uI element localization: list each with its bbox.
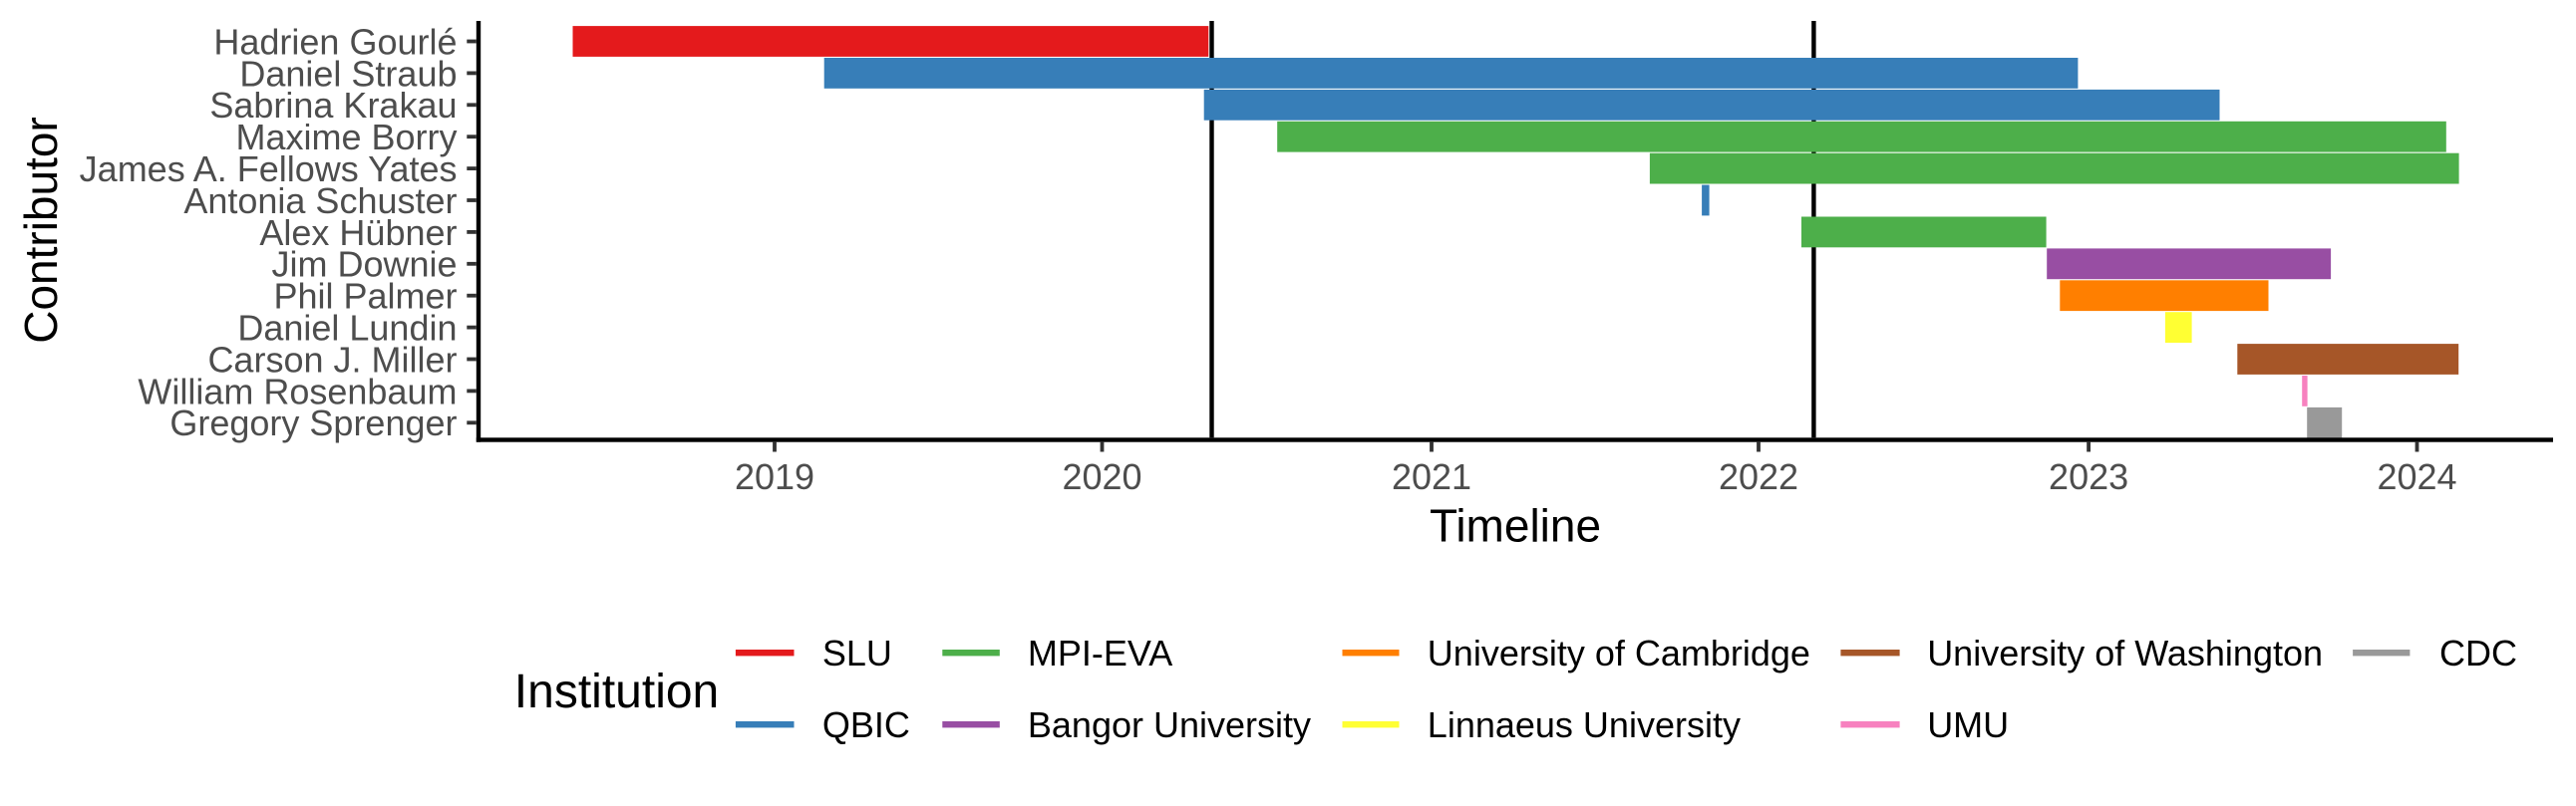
svg-text:Bangor University: Bangor University (1028, 704, 1311, 745)
svg-text:Timeline: Timeline (1430, 500, 1601, 552)
svg-text:2019: 2019 (735, 456, 814, 497)
svg-text:James A. Fellows Yates: James A. Fellows Yates (80, 148, 458, 189)
svg-text:CDC: CDC (2439, 633, 2517, 673)
svg-text:Maxime Borry: Maxime Borry (235, 117, 457, 157)
svg-text:Daniel Lundin: Daniel Lundin (237, 308, 457, 349)
svg-text:QBIC: QBIC (822, 704, 910, 745)
svg-text:2023: 2023 (2049, 456, 2128, 497)
svg-text:Institution: Institution (514, 666, 719, 718)
svg-text:University of Cambridge: University of Cambridge (1428, 633, 1810, 673)
svg-text:Contributor: Contributor (15, 117, 67, 344)
svg-text:2022: 2022 (1719, 456, 1798, 497)
svg-text:Daniel Straub: Daniel Straub (239, 53, 457, 94)
svg-text:Carson J. Miller: Carson J. Miller (207, 339, 457, 380)
svg-text:Antonia Schuster: Antonia Schuster (183, 180, 457, 221)
svg-text:Jim Downie: Jim Downie (271, 244, 457, 285)
svg-text:2021: 2021 (1392, 456, 1471, 497)
svg-text:Hadrien Gourlé: Hadrien Gourlé (213, 21, 457, 62)
svg-text:Gregory Sprenger: Gregory Sprenger (169, 403, 457, 443)
svg-text:2024: 2024 (2377, 456, 2456, 497)
svg-text:Alex Hübner: Alex Hübner (259, 212, 457, 253)
svg-text:SLU: SLU (822, 633, 892, 673)
svg-text:William Rosenbaum: William Rosenbaum (138, 371, 457, 411)
svg-text:2020: 2020 (1062, 456, 1141, 497)
svg-text:Sabrina Krakau: Sabrina Krakau (209, 85, 457, 126)
svg-text:Phil Palmer: Phil Palmer (273, 276, 457, 317)
svg-text:UMU: UMU (1927, 704, 2009, 745)
svg-text:University of Washington: University of Washington (1927, 633, 2323, 673)
svg-text:Linnaeus University: Linnaeus University (1428, 704, 1741, 745)
svg-text:MPI-EVA: MPI-EVA (1028, 633, 1172, 673)
